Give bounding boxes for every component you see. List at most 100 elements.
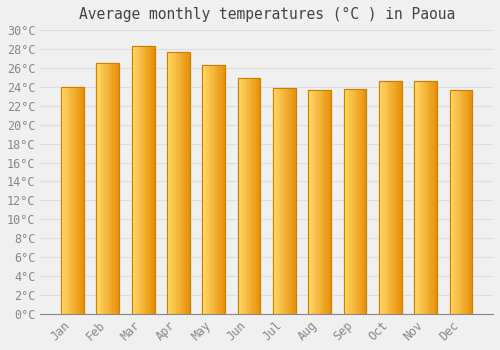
Bar [288, 88, 289, 314]
Bar [103, 63, 104, 314]
Bar [256, 78, 257, 314]
Bar [183, 52, 184, 314]
Bar [202, 65, 203, 314]
Bar [315, 90, 316, 314]
Bar [222, 65, 223, 314]
Bar [460, 90, 461, 314]
Bar [106, 63, 108, 314]
Bar [96, 63, 98, 314]
Bar [249, 78, 250, 314]
Bar [273, 88, 274, 314]
Bar [255, 78, 256, 314]
Bar [185, 52, 186, 314]
Bar [414, 81, 416, 314]
Bar [246, 78, 248, 314]
Bar [238, 78, 260, 314]
Bar [116, 63, 117, 314]
Bar [61, 87, 62, 314]
Bar [96, 63, 119, 314]
Bar [273, 88, 296, 314]
Bar [364, 89, 366, 314]
Bar [421, 81, 422, 314]
Bar [143, 46, 144, 314]
Bar [212, 65, 214, 314]
Bar [175, 52, 176, 314]
Bar [414, 81, 437, 314]
Bar [184, 52, 185, 314]
Title: Average monthly temperatures (°C ) in Paoua: Average monthly temperatures (°C ) in Pa… [78, 7, 455, 22]
Bar [275, 88, 276, 314]
Bar [117, 63, 118, 314]
Bar [238, 78, 240, 314]
Bar [258, 78, 260, 314]
Bar [82, 87, 84, 314]
Bar [394, 81, 395, 314]
Bar [381, 81, 382, 314]
Bar [414, 81, 437, 314]
Bar [152, 46, 154, 314]
Bar [347, 89, 348, 314]
Bar [104, 63, 106, 314]
Bar [186, 52, 188, 314]
Bar [61, 87, 84, 314]
Bar [289, 88, 290, 314]
Bar [144, 46, 146, 314]
Bar [422, 81, 424, 314]
Bar [329, 90, 330, 314]
Bar [214, 65, 215, 314]
Bar [310, 90, 312, 314]
Bar [220, 65, 222, 314]
Bar [69, 87, 70, 314]
Bar [254, 78, 255, 314]
Bar [284, 88, 286, 314]
Bar [286, 88, 288, 314]
Bar [291, 88, 292, 314]
Bar [468, 90, 469, 314]
Bar [182, 52, 183, 314]
Bar [169, 52, 170, 314]
Bar [419, 81, 420, 314]
Bar [458, 90, 460, 314]
Bar [257, 78, 258, 314]
Bar [224, 65, 225, 314]
Bar [450, 90, 452, 314]
Bar [420, 81, 421, 314]
Bar [344, 89, 366, 314]
Bar [132, 46, 154, 314]
Bar [426, 81, 427, 314]
Bar [397, 81, 398, 314]
Bar [250, 78, 252, 314]
Bar [80, 87, 82, 314]
Bar [313, 90, 314, 314]
Bar [326, 90, 328, 314]
Bar [389, 81, 390, 314]
Bar [290, 88, 291, 314]
Bar [278, 88, 280, 314]
Bar [63, 87, 64, 314]
Bar [217, 65, 218, 314]
Bar [188, 52, 190, 314]
Bar [109, 63, 110, 314]
Bar [316, 90, 318, 314]
Bar [398, 81, 400, 314]
Bar [209, 65, 210, 314]
Bar [379, 81, 402, 314]
Bar [244, 78, 246, 314]
Bar [328, 90, 329, 314]
Bar [207, 65, 208, 314]
Bar [428, 81, 429, 314]
Bar [71, 87, 72, 314]
Bar [308, 90, 331, 314]
Bar [390, 81, 392, 314]
Bar [177, 52, 178, 314]
Bar [324, 90, 326, 314]
Bar [132, 46, 154, 314]
Bar [432, 81, 434, 314]
Bar [110, 63, 111, 314]
Bar [388, 81, 389, 314]
Bar [435, 81, 436, 314]
Bar [283, 88, 284, 314]
Bar [240, 78, 241, 314]
Bar [429, 81, 430, 314]
Bar [223, 65, 224, 314]
